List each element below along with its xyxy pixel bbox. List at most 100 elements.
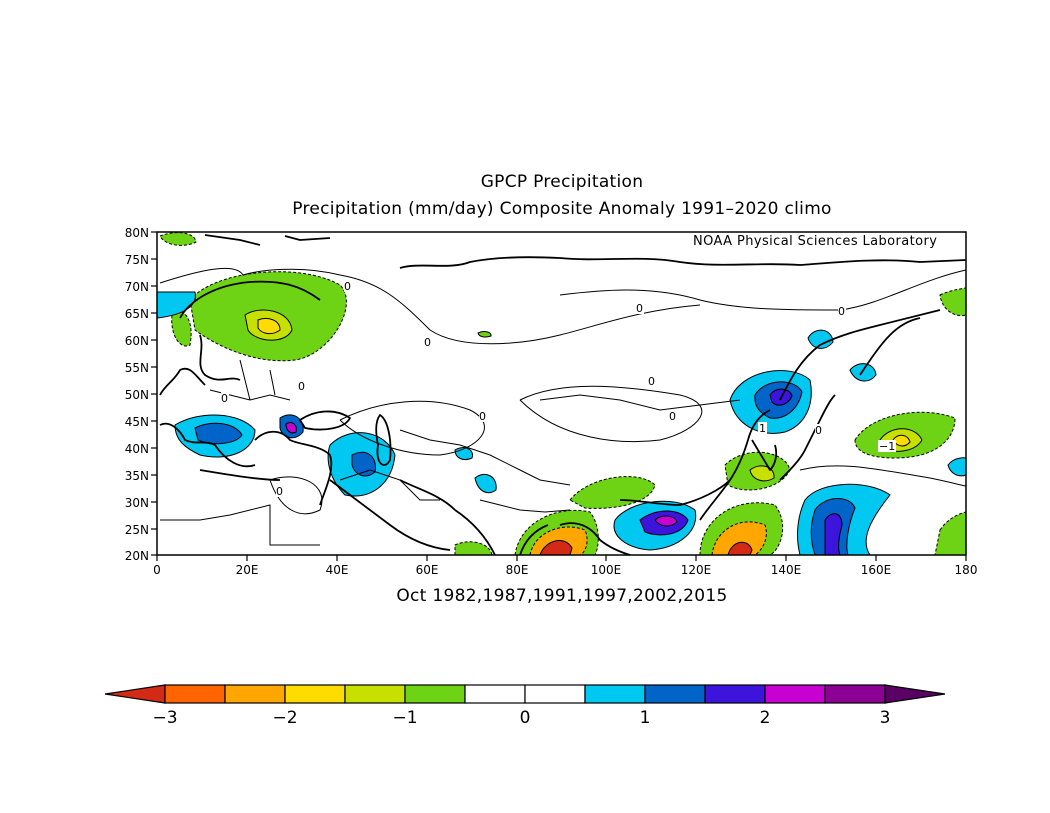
- contour-label: 1: [759, 422, 766, 435]
- dry-patch-norway: [171, 311, 192, 347]
- map-subtitle: Precipitation (mm/day) Composite Anomaly…: [292, 199, 832, 219]
- colorbar-box: [524, 684, 586, 704]
- lon-tick-label: 0: [153, 563, 161, 577]
- lon-tick-label: 100E: [591, 563, 622, 577]
- wet-patch-west-pacific-core: [824, 513, 843, 556]
- colorbar-box: [824, 684, 886, 704]
- border-europe-2: [239, 359, 276, 401]
- zero-contour-arabia: [269, 476, 323, 515]
- lon-tick-label: 180: [955, 563, 978, 577]
- credit-label: NOAA Physical Sciences Laboratory: [693, 234, 938, 249]
- colorbar-tick-labels: −3 −2 −1 0 1 2 3: [152, 708, 890, 728]
- coastline-caspian: [375, 414, 392, 466]
- dry-patch-scandinavia-center: [257, 317, 281, 335]
- border-india-north: [479, 499, 571, 513]
- zero-contour-siberia: [559, 269, 967, 311]
- lat-tick-label: 60N: [125, 334, 149, 348]
- coastline-black-sea: [299, 410, 351, 431]
- colorbar-under-arrow: [104, 684, 166, 704]
- coastline-india: [454, 509, 549, 556]
- dry-patch-philippines-core: [727, 541, 753, 556]
- lat-tick-label: 80N: [125, 226, 149, 240]
- lat-tick-label: 70N: [125, 280, 149, 294]
- colorbar-tick-label: 1: [640, 708, 651, 728]
- dry-patch-bering: [939, 287, 967, 317]
- border-china-north: [539, 394, 741, 411]
- dry-patch-arctic-west: [159, 232, 197, 246]
- colorbar-box: [464, 684, 526, 704]
- wet-patch-scs-core: [654, 515, 678, 527]
- contour-label: 0: [276, 485, 283, 498]
- contour-label: 0: [838, 305, 845, 318]
- coastline-europe-west: [159, 367, 256, 468]
- dry-patch-korea-core: [749, 465, 775, 482]
- coastline-korea: [751, 439, 778, 471]
- dry-patch-bengal-core: [539, 540, 573, 556]
- lat-tick-label: 55N: [125, 361, 149, 375]
- zero-contour-central: [339, 400, 485, 456]
- lon-tick-label: 20E: [236, 563, 259, 577]
- contour-label: 0: [648, 375, 655, 388]
- colorbar-tick-label: −2: [272, 708, 297, 728]
- wet-patch-east-pacific: [947, 457, 967, 477]
- coastline-japan: [779, 394, 836, 481]
- dry-patch-india-west: [454, 541, 493, 556]
- wet-patch-tibet: [474, 474, 497, 494]
- lon-tick-labels: 0 20E 40E 60E 80E 100E 120E 140E 160E 18…: [153, 563, 977, 577]
- colorbar-box: [344, 684, 406, 704]
- contour-label: 0: [344, 280, 351, 293]
- wet-patch-okhotsk: [849, 363, 877, 382]
- contour-label: 0: [815, 424, 822, 437]
- axis-ticks: [151, 231, 967, 561]
- colorbar-box: [584, 684, 646, 704]
- wet-patch-balkan-core: [285, 422, 297, 434]
- contour-label: 0: [636, 302, 643, 315]
- lat-tick-label: 40N: [125, 442, 149, 456]
- lat-tick-label: 30N: [125, 496, 149, 510]
- zero-contour-north: [159, 267, 701, 345]
- coastline-arabia: [329, 479, 456, 551]
- contour-label: 0: [298, 380, 305, 393]
- country-borders: [160, 359, 741, 546]
- contour-label: 0: [221, 392, 228, 405]
- coastline-kamchatka: [859, 317, 921, 376]
- wet-patch-amur: [807, 329, 834, 349]
- colorbar-boxes: [164, 684, 886, 704]
- contour-label: 0: [424, 336, 431, 349]
- colorbar-over-arrow: [884, 684, 946, 704]
- coastline-arctic: [399, 256, 967, 269]
- anomaly-shading: [156, 232, 967, 556]
- colorbar-tick-label: 3: [880, 708, 891, 728]
- border-central-asia: [399, 429, 571, 486]
- lat-tick-label: 25N: [125, 523, 149, 537]
- coastline-okhotsk: [779, 309, 941, 401]
- lon-tick-label: 140E: [771, 563, 802, 577]
- coastline-se-asia: [559, 479, 731, 556]
- lon-tick-label: 40E: [326, 563, 349, 577]
- lat-tick-labels: 80N 75N 70N 65N 60N 55N 50N 45N 40N 35N …: [125, 226, 149, 563]
- zero-contours: [159, 267, 967, 515]
- lat-tick-label: 35N: [125, 469, 149, 483]
- border-middle-east: [339, 469, 440, 501]
- map-title: GPCP Precipitation: [480, 172, 644, 192]
- colorbar-tick-label: −1: [392, 708, 417, 728]
- contour-label: −1: [879, 440, 895, 453]
- lon-tick-label: 80E: [506, 563, 529, 577]
- colorbar-box: [284, 684, 346, 704]
- lon-tick-label: 60E: [416, 563, 439, 577]
- dry-patch-north-pacific-center: [892, 434, 911, 447]
- coastlines: [159, 234, 967, 556]
- contour-labels: 0 0 0 0 0 0 0 0 0 0 0 1 −1: [221, 280, 896, 498]
- colorbar: [104, 684, 946, 704]
- lat-tick-label: 45N: [125, 415, 149, 429]
- dry-patch-east-pacific: [934, 511, 967, 556]
- lon-tick-label: 120E: [681, 563, 712, 577]
- contour-label: 0: [669, 410, 676, 423]
- colorbar-tick-label: 0: [520, 708, 531, 728]
- colorbar-box: [764, 684, 826, 704]
- zero-contour-pacific: [799, 465, 967, 487]
- coastline-china-east: [699, 409, 771, 521]
- map-caption: Oct 1982,1987,1991,1997,2002,2015: [396, 586, 728, 606]
- colorbar-tick-label: 2: [760, 708, 771, 728]
